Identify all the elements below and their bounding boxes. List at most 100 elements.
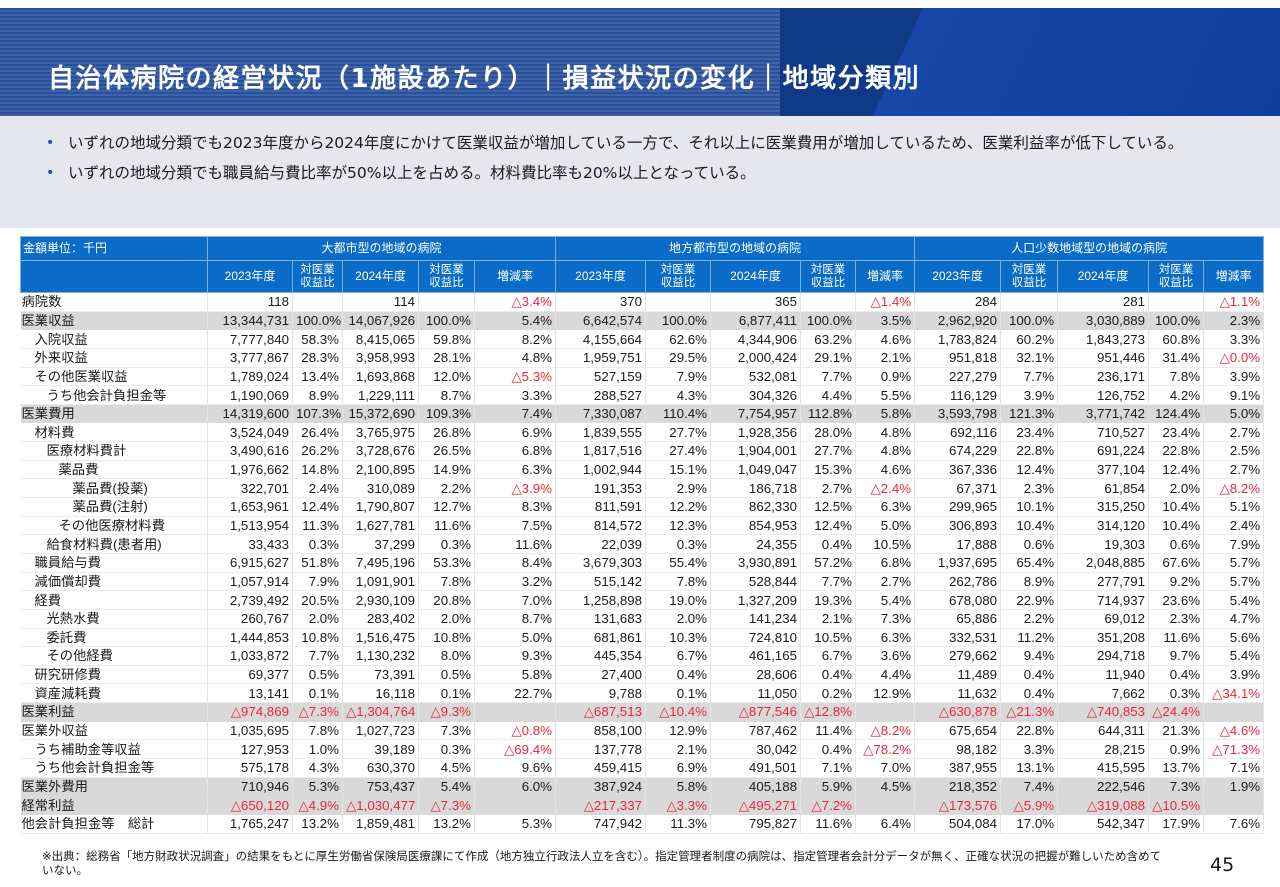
table-cell: 4,155,664 [555, 329, 646, 349]
table-row: 給食材料費(患者用) 33,433 0.3% 37,299 0.3% 11.6% 22,03… [20, 534, 1265, 554]
table-cell: △7.3% [292, 702, 343, 722]
table-cell: △687,513 [555, 702, 646, 722]
table-cell: △0.8% [474, 721, 556, 741]
table-row: 材料費 3,524,049 26.4% 3,765,975 26.8% 6.9% 1,839… [20, 422, 1265, 443]
table-cell: 26.8% [418, 422, 475, 443]
table-cell: 13.7% [1148, 758, 1205, 778]
table-cell: 951,818 [914, 348, 1002, 368]
table-cell: △10.5% [1148, 795, 1205, 815]
table-cell: 7.0% [855, 758, 916, 778]
table-cell: 3,679,303 [555, 553, 646, 573]
table-cell: 124.4% [1148, 404, 1205, 424]
table-cell: 2.3% [1203, 311, 1265, 331]
table-cell: 7.3% [1148, 777, 1205, 797]
table-cell: 11,632 [914, 683, 1002, 704]
table-cell: 724,810 [710, 628, 801, 648]
table-cell: 22.8% [1000, 721, 1059, 741]
table-cell: 2.4% [1203, 516, 1265, 536]
table-cell: 862,330 [710, 497, 801, 517]
table-cell: 6.7% [645, 646, 711, 666]
table-cell: 13.2% [418, 814, 475, 834]
table-cell: 7,330,087 [555, 404, 646, 424]
table-cell [1000, 292, 1059, 312]
source-footnote: ※出典：総務省「地方財政状況調査」の結果をもとに厚生労働省保険局医療課にて作成（… [42, 849, 1162, 877]
table-cell: 747,942 [555, 814, 646, 834]
table-cell: 415,595 [1057, 758, 1150, 778]
table-cell: 644,311 [1057, 721, 1150, 741]
table-cell: 0.3% [645, 534, 711, 554]
table-cell: 67.6% [1148, 553, 1205, 573]
table-cell: 22.8% [1148, 441, 1205, 461]
row-label: 医業収益 [20, 311, 208, 331]
table-cell: 1,229,111 [342, 385, 419, 405]
table-cell: 11.6% [474, 534, 556, 554]
table-cell: 236,171 [1057, 367, 1150, 387]
table-cell [800, 292, 856, 312]
table-cell: 814,572 [555, 516, 646, 536]
table-cell: 67,371 [914, 478, 1002, 499]
table-cell: 126,752 [1057, 385, 1150, 405]
table-cell: 1,959,751 [555, 348, 646, 368]
table-cell: 4.8% [474, 348, 556, 368]
table-cell: 53.3% [418, 553, 475, 573]
table-cell [474, 702, 556, 722]
subheader-cell: 増減率 [474, 260, 556, 293]
table-cell: 15.1% [645, 460, 711, 480]
table-cell: 7.1% [800, 758, 856, 778]
table-cell: 7.9% [1203, 534, 1265, 554]
table-cell: 5.6% [1203, 628, 1265, 648]
row-label: うち補助金等収益 [20, 739, 208, 760]
table-cell: 12.3% [645, 516, 711, 536]
table-cell: 33,433 [207, 534, 293, 554]
table-cell: △5.3% [474, 367, 556, 387]
table-cell: 28.0% [800, 422, 856, 443]
table-cell: 0.1% [418, 683, 475, 704]
table-cell: 7.9% [292, 572, 343, 592]
table-cell: 8.7% [418, 385, 475, 405]
table-cell: 6.4% [855, 814, 916, 834]
table-cell: 5.5% [855, 385, 916, 405]
table-cell: 112.8% [800, 404, 856, 424]
table-cell: 1,035,695 [207, 721, 293, 741]
table-cell: △1.4% [855, 292, 916, 312]
table-cell: 3.9% [1203, 665, 1265, 685]
table-cell: 5.4% [855, 590, 916, 610]
table-cell: 2,930,109 [342, 590, 419, 610]
table-cell [292, 292, 343, 312]
table-cell: 2,100,895 [342, 460, 419, 480]
title-banner: 自治体病院の経営状況（1施設あたり）｜損益状況の変化｜地域分類別 [0, 8, 1280, 116]
table-cell: 14,067,926 [342, 311, 419, 331]
table-cell: 1,928,356 [710, 422, 801, 443]
banner-accent-panel [780, 8, 1280, 116]
table-cell: 0.2% [800, 683, 856, 704]
table-cell: 23.4% [1148, 422, 1205, 443]
table-cell: 0.4% [1148, 665, 1205, 685]
table-cell: 5.1% [1203, 497, 1265, 517]
table-cell: 26.2% [292, 441, 343, 461]
table-cell: 24,355 [710, 534, 801, 554]
table-cell: 30,042 [710, 739, 801, 760]
table-cell: △3.3% [645, 795, 711, 815]
table-cell: 3,930,891 [710, 553, 801, 573]
table-cell: 2.4% [292, 478, 343, 499]
table-cell: 5.9% [800, 777, 856, 797]
table-cell: 3,030,889 [1057, 311, 1150, 331]
table-cell: 11.6% [1148, 628, 1205, 648]
table-cell: 17.9% [1148, 814, 1205, 834]
table-cell: 3.5% [855, 311, 916, 331]
table-cell: 98,182 [914, 739, 1002, 760]
table-cell: 13.4% [292, 367, 343, 387]
table-cell: 0.6% [1000, 534, 1059, 554]
table-cell: 5.4% [418, 777, 475, 797]
table-cell: 69,012 [1057, 609, 1150, 629]
table-cell: 58.3% [292, 329, 343, 349]
table-cell: △173,576 [914, 795, 1002, 815]
subheader-cell: 対医業 収益比 [418, 260, 475, 293]
table-cell: 260,767 [207, 609, 293, 629]
table-cell: △21.3% [1000, 702, 1059, 722]
table-cell: 10.3% [645, 628, 711, 648]
table-cell: 2.1% [855, 348, 916, 368]
table-cell: △71.3% [1203, 739, 1265, 760]
table-cell: 3.6% [855, 646, 916, 666]
table-cell: 21.3% [1148, 721, 1205, 741]
